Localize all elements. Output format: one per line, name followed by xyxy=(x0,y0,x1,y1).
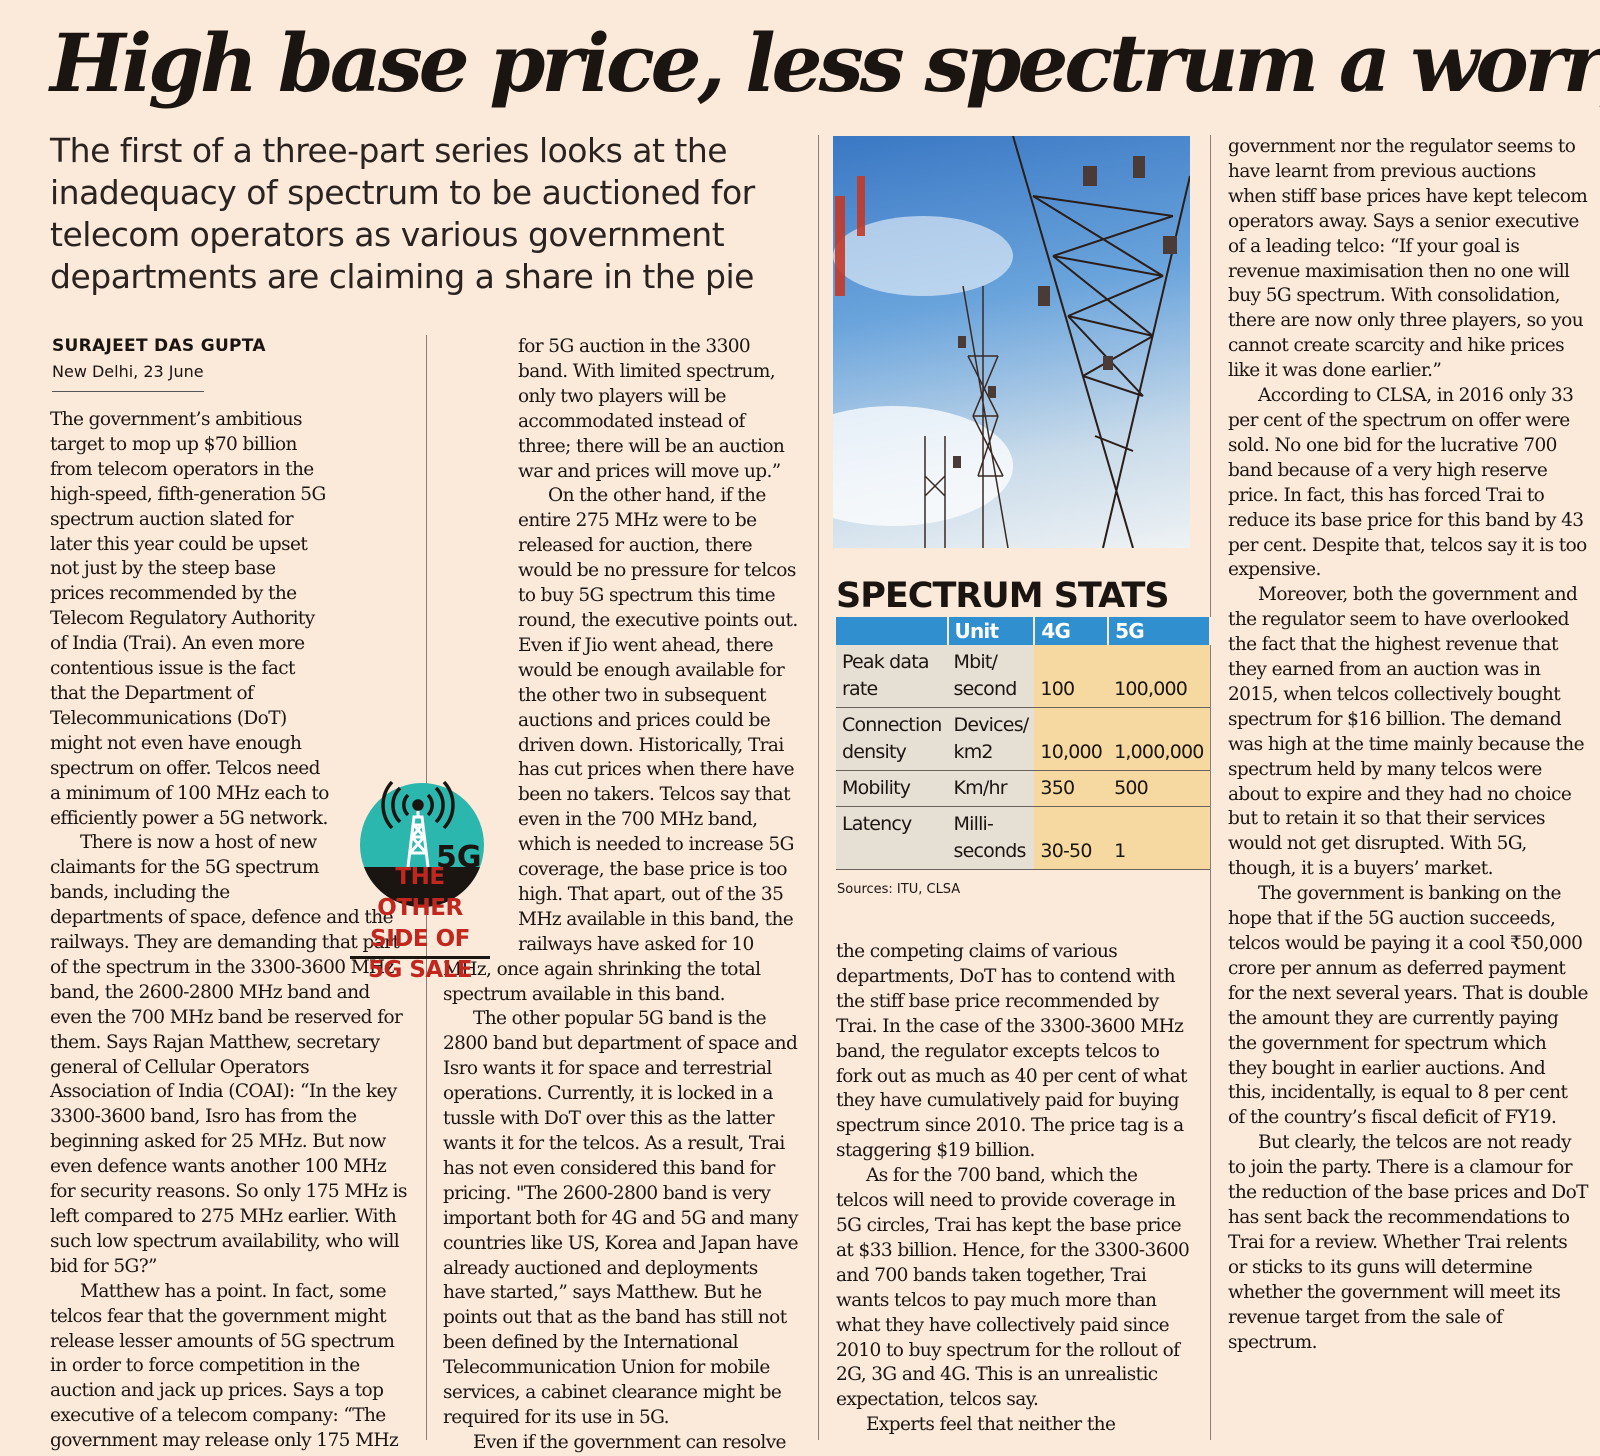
5g-value-cell: 1 xyxy=(1108,806,1210,870)
paragraph: Moreover, both the government and the re… xyxy=(1228,584,1585,880)
table-header-cell xyxy=(836,617,949,645)
article-column-4: government nor the regulator seems to ha… xyxy=(1228,135,1588,1355)
logo-label: 5G xyxy=(436,840,482,875)
dateline: New Delhi, 23 June xyxy=(52,362,204,381)
byline-rule xyxy=(52,391,204,392)
article-column-1: The government’s ambitious target to mop… xyxy=(50,408,410,1454)
metric-cell: Mobility xyxy=(836,770,948,807)
paragraph: Experts feel that neither the xyxy=(866,1414,1116,1436)
4g-value-cell: 100 xyxy=(1034,645,1109,708)
telecom-towers-photo xyxy=(833,136,1190,548)
unit-cell: Km/hr xyxy=(947,770,1035,807)
stats-title: SPECTRUM STATS xyxy=(836,576,1170,616)
towers-illustration xyxy=(833,136,1190,548)
logo-rule xyxy=(350,956,490,959)
paragraph: government nor the regulator seems to ha… xyxy=(1228,136,1588,382)
table-row: Mobility Km/hr 350 500 xyxy=(836,770,1210,807)
byline: SURAJEET DAS GUPTA xyxy=(52,336,266,356)
5g-value-cell: 1,000,000 xyxy=(1108,707,1210,771)
paragraph: There is now a host of new claimants for… xyxy=(50,832,407,1277)
paragraph: The government is banking on the hope th… xyxy=(1228,883,1588,1129)
5g-logo: 5G xyxy=(360,780,484,908)
unit-cell: Milli- seconds xyxy=(947,806,1035,870)
4g-value-cell: 350 xyxy=(1034,770,1109,807)
unit-cell: Mbit/ second xyxy=(947,645,1035,708)
paragraph: As for the 700 band, which the telcos wi… xyxy=(836,1165,1190,1411)
paragraph: Matthew has a point. In fact, some telco… xyxy=(50,1280,399,1452)
paragraph: Even if the government can resolve xyxy=(473,1431,787,1453)
paragraph: The government’s ambitious target to mop… xyxy=(50,409,329,829)
tower-icon xyxy=(406,809,430,868)
article-column-3: the competing claims of various departme… xyxy=(836,940,1191,1438)
column-rule-3 xyxy=(1210,135,1211,1440)
paragraph: the competing claims of various departme… xyxy=(836,941,1187,1162)
table-header-row: Unit 4G 5G xyxy=(836,617,1211,645)
table-row: Connection density Devices/ km2 10,000 1… xyxy=(836,707,1210,771)
logo-tagline-line: 5G SALE xyxy=(367,957,473,983)
table-row: Latency Milli- seconds 30-50 1 xyxy=(836,806,1210,870)
paragraph: On the other hand, if the entire 275 MHz… xyxy=(443,485,798,1005)
unit-cell: Devices/ km2 xyxy=(947,707,1035,771)
paragraph: But clearly, the telcos are not ready to… xyxy=(1228,1132,1588,1353)
5g-value-cell: 500 xyxy=(1108,770,1210,807)
spectrum-stats-table: Unit 4G 5G Peak data rate Mbit/ second 1… xyxy=(836,617,1211,870)
logo-ground xyxy=(364,867,480,908)
4g-value-cell: 30-50 xyxy=(1034,806,1109,870)
5g-value-cell: 100,000 xyxy=(1108,645,1210,708)
table-header-cell: 5G xyxy=(1108,617,1211,645)
metric-cell: Peak data rate xyxy=(836,645,948,708)
headline: High base price, less spectrum a worry xyxy=(50,16,1600,110)
deck: The first of a three-part series looks a… xyxy=(50,131,755,296)
stats-sources: Sources: ITU, CLSA xyxy=(837,882,961,897)
logo-tagline-line: SIDE OF xyxy=(370,926,470,952)
metric-cell: Latency xyxy=(836,806,948,870)
paragraph: for 5G auction in the 3300 band. With li… xyxy=(518,336,785,482)
paragraph: The other popular 5G band is the 2800 ba… xyxy=(443,1008,799,1428)
4g-value-cell: 10,000 xyxy=(1034,707,1109,771)
table-header-cell: Unit xyxy=(947,617,1036,645)
logo-tagline: THE OTHER SIDE OF 5G SALE xyxy=(350,862,490,986)
table-header-cell: 4G xyxy=(1034,617,1110,645)
table-row: Peak data rate Mbit/ second 100 100,000 xyxy=(836,645,1210,708)
metric-cell: Connection density xyxy=(836,707,948,771)
logo-tagline-line: THE OTHER xyxy=(377,864,463,921)
paragraph: According to CLSA, in 2016 only 33 per c… xyxy=(1228,385,1587,581)
article-column-2: for 5G auction in the 3300 band. With li… xyxy=(443,335,799,1456)
signal-waves-icon xyxy=(381,780,455,830)
column-rule-2 xyxy=(818,135,819,1440)
